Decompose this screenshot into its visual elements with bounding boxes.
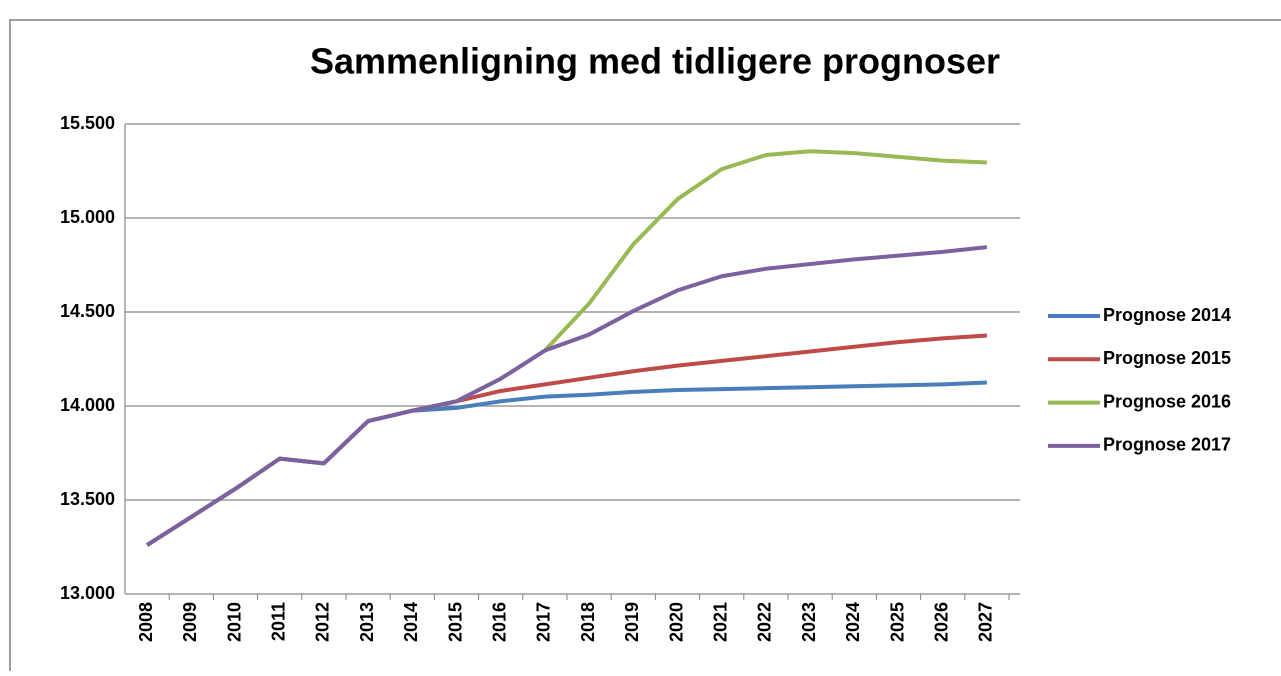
- x-tick-label: 2019: [622, 602, 642, 642]
- x-tick-label: 2020: [666, 602, 686, 642]
- y-tick-label: 13.500: [60, 489, 115, 509]
- x-tick-label: 2023: [799, 602, 819, 642]
- x-tick-label: 2026: [931, 602, 951, 642]
- series-line: [146, 245, 988, 547]
- x-tick-label: 2014: [401, 602, 421, 642]
- x-tick-label: 2024: [843, 602, 863, 642]
- x-tick-label: 2025: [887, 602, 907, 642]
- x-tick-label: 2013: [357, 602, 377, 642]
- x-tick-label: 2027: [976, 602, 996, 642]
- x-tick-label: 2009: [180, 602, 200, 642]
- x-tick-label: 2021: [710, 602, 730, 642]
- x-tick-label: 2016: [489, 602, 509, 642]
- x-tick-label: 2017: [534, 602, 554, 642]
- x-tick-label: 2015: [445, 602, 465, 642]
- x-tick-label: 2022: [755, 602, 775, 642]
- x-tick-label: 2011: [268, 602, 288, 641]
- legend-label: Prognose 2016: [1103, 391, 1231, 411]
- y-tick-label: 14.000: [60, 395, 115, 415]
- x-tick-label: 2010: [224, 602, 244, 642]
- legend-label: Prognose 2017: [1103, 435, 1231, 455]
- y-tick-label: 15.000: [60, 207, 115, 227]
- x-tick-label: 2012: [313, 602, 333, 642]
- y-tick-label: 15.500: [60, 113, 115, 133]
- y-tick-label: 14.500: [60, 301, 115, 321]
- x-tick-label: 2008: [136, 602, 156, 642]
- legend-label: Prognose 2014: [1103, 305, 1231, 325]
- y-tick-label: 13.000: [60, 583, 115, 603]
- chart-frame: [9, 19, 1281, 676]
- chart-title: Sammenligning med tidligere prognoser: [310, 41, 1000, 82]
- x-tick-label: 2018: [578, 602, 598, 642]
- legend-label: Prognose 2015: [1103, 348, 1231, 368]
